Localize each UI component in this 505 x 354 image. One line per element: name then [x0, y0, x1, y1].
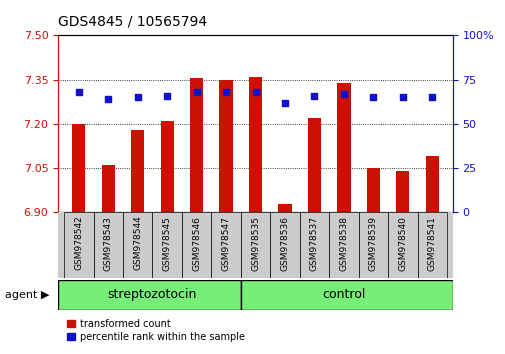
Point [398, 95, 406, 100]
Bar [366, 168, 379, 212]
Text: GDS4845 / 10565794: GDS4845 / 10565794 [58, 14, 207, 28]
Point [104, 96, 112, 102]
Text: GSM978547: GSM978547 [221, 216, 230, 270]
Text: GSM978537: GSM978537 [310, 216, 318, 271]
Text: control: control [322, 288, 365, 301]
Text: GSM978546: GSM978546 [192, 216, 200, 270]
Point [280, 100, 288, 105]
FancyBboxPatch shape [93, 212, 123, 278]
FancyBboxPatch shape [152, 212, 181, 278]
Bar [189, 78, 203, 212]
Text: GSM978542: GSM978542 [74, 216, 83, 270]
Text: streptozotocin: streptozotocin [108, 288, 197, 301]
FancyBboxPatch shape [64, 212, 93, 278]
Point [339, 91, 347, 97]
Bar [219, 80, 232, 212]
FancyBboxPatch shape [211, 212, 240, 278]
Legend: transformed count, percentile rank within the sample: transformed count, percentile rank withi… [63, 315, 248, 346]
Text: GSM978535: GSM978535 [250, 216, 260, 271]
Text: GSM978536: GSM978536 [280, 216, 289, 271]
Bar [160, 121, 173, 212]
FancyBboxPatch shape [299, 212, 329, 278]
Point [222, 89, 230, 95]
Bar [102, 165, 115, 212]
FancyBboxPatch shape [358, 212, 387, 278]
Bar [248, 77, 262, 212]
Bar [307, 118, 321, 212]
FancyBboxPatch shape [270, 212, 299, 278]
Text: GSM978543: GSM978543 [104, 216, 113, 270]
Text: GSM978541: GSM978541 [427, 216, 436, 270]
Point [310, 93, 318, 98]
FancyBboxPatch shape [240, 280, 452, 310]
Bar [395, 171, 409, 212]
Point [251, 89, 259, 95]
FancyBboxPatch shape [181, 212, 211, 278]
Point [75, 89, 83, 95]
Text: GSM978544: GSM978544 [133, 216, 142, 270]
FancyBboxPatch shape [123, 212, 152, 278]
Point [369, 95, 377, 100]
Text: GSM978538: GSM978538 [339, 216, 348, 271]
Bar [278, 204, 291, 212]
Text: GSM978539: GSM978539 [368, 216, 377, 271]
FancyBboxPatch shape [240, 212, 270, 278]
Point [133, 95, 141, 100]
Point [427, 95, 435, 100]
Text: GSM978540: GSM978540 [397, 216, 407, 270]
Bar [425, 156, 438, 212]
Bar [131, 130, 144, 212]
FancyBboxPatch shape [58, 280, 240, 310]
Text: GSM978545: GSM978545 [162, 216, 171, 270]
Point [192, 89, 200, 95]
FancyBboxPatch shape [417, 212, 446, 278]
Point [163, 93, 171, 98]
Bar [337, 82, 350, 212]
Text: agent ▶: agent ▶ [5, 290, 49, 300]
Bar [72, 124, 85, 212]
FancyBboxPatch shape [329, 212, 358, 278]
FancyBboxPatch shape [387, 212, 417, 278]
